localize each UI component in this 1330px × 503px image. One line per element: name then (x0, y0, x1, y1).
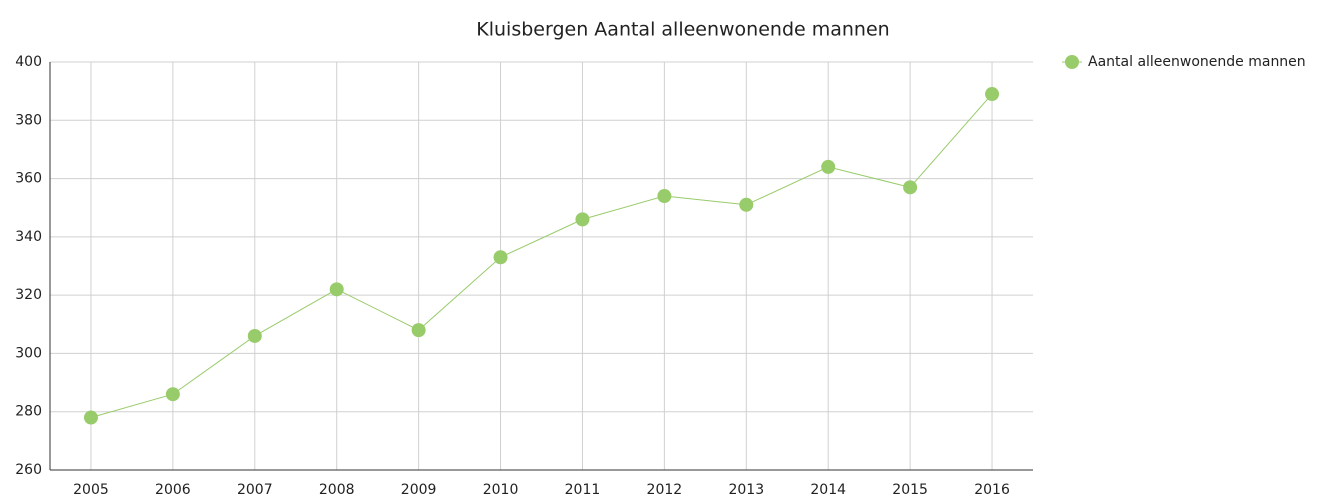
x-tick-label: 2016 (974, 482, 1010, 498)
x-tick-label: 2005 (73, 482, 109, 498)
data-point (903, 180, 918, 195)
data-point (657, 189, 672, 204)
data-point (493, 250, 508, 265)
y-tick-label: 380 (15, 112, 42, 128)
data-point (329, 282, 344, 297)
y-tick-label: 300 (15, 345, 42, 361)
data-point (575, 212, 590, 227)
data-point (411, 323, 426, 338)
x-tick-label: 2011 (565, 482, 601, 498)
legend-label: Aantal alleenwonende mannen (1088, 54, 1306, 70)
y-tick-label: 400 (15, 54, 42, 70)
x-tick-label: 2008 (319, 482, 355, 498)
data-point (165, 387, 180, 402)
data-point (739, 197, 754, 212)
data-point (83, 410, 98, 425)
y-tick-label: 340 (15, 229, 42, 245)
data-point (247, 328, 262, 343)
y-tick-label: 360 (15, 171, 42, 187)
x-tick-label: 2013 (728, 482, 764, 498)
x-tick-label: 2006 (155, 482, 191, 498)
y-tick-label: 320 (15, 287, 42, 303)
x-tick-label: 2010 (483, 482, 519, 498)
legend-marker (1065, 55, 1079, 69)
data-point (821, 159, 836, 174)
y-tick-label: 280 (15, 404, 42, 420)
data-point (985, 87, 1000, 102)
x-tick-label: 2014 (810, 482, 846, 498)
x-tick-label: 2009 (401, 482, 437, 498)
x-tick-label: 2015 (892, 482, 928, 498)
x-tick-label: 2012 (647, 482, 683, 498)
chart-title: Kluisbergen Aantal alleenwonende mannen (476, 19, 889, 41)
x-tick-label: 2007 (237, 482, 273, 498)
y-tick-label: 260 (15, 462, 42, 478)
series-line (90, 93, 993, 419)
